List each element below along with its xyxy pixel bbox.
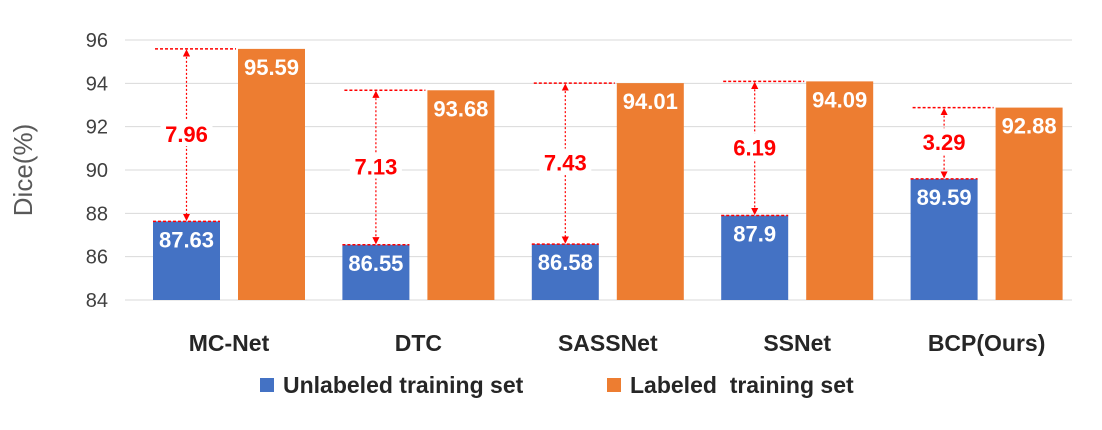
bar-labeled bbox=[238, 48, 305, 301]
bars: 87.63 95.59 86.55 93.68 86.58 94.01 87.9 94.09 8… bbox=[153, 48, 1063, 301]
x-axis-ticks: MC-Net DTC SASSNet SSNet BCP(Ours) bbox=[189, 330, 1046, 356]
bar-value-label: 89.59 bbox=[917, 185, 972, 210]
bar-value-label: 87.9 bbox=[733, 222, 776, 247]
bar-labeled bbox=[806, 81, 874, 300]
bar-unlabeled bbox=[342, 244, 410, 300]
bar-unlabeled bbox=[721, 215, 789, 300]
bar-value-label: 86.55 bbox=[348, 251, 403, 276]
y-tick-label: 96 bbox=[86, 30, 108, 52]
y-axis-ticks: 84 86 88 90 92 94 96 bbox=[86, 30, 108, 312]
bar-unlabeled bbox=[910, 178, 978, 300]
gap-value-label: 7.96 bbox=[165, 122, 208, 147]
x-tick-label: SASSNet bbox=[558, 330, 658, 356]
x-tick-label: MC-Net bbox=[189, 330, 270, 356]
legend-label-labeled: Labeled training set bbox=[630, 372, 854, 398]
y-tick-label: 88 bbox=[86, 203, 108, 225]
gap-label-background bbox=[160, 120, 213, 147]
bar-unlabeled bbox=[531, 244, 599, 300]
bar-labeled bbox=[616, 83, 684, 300]
gap-label-background bbox=[728, 133, 781, 160]
bar-value-label: 94.09 bbox=[812, 87, 867, 112]
bar-unlabeled bbox=[153, 221, 220, 300]
y-tick-label: 92 bbox=[86, 117, 108, 139]
legend-label-unlabeled: Unlabeled training set bbox=[283, 372, 524, 398]
gap-value-label: 6.19 bbox=[733, 135, 776, 160]
gap-label-background bbox=[918, 128, 971, 155]
x-tick-label: SSNet bbox=[763, 330, 831, 356]
bar-value-label: 93.68 bbox=[433, 96, 488, 121]
gap-value-label: 3.29 bbox=[923, 130, 966, 155]
y-tick-label: 94 bbox=[86, 73, 108, 95]
legend: Unlabeled training set Labeled training … bbox=[260, 372, 854, 398]
bar-value-label: 94.01 bbox=[623, 89, 678, 114]
gap-value-label: 7.13 bbox=[354, 155, 397, 180]
bar-value-label: 95.59 bbox=[244, 55, 299, 80]
y-tick-label: 84 bbox=[86, 290, 108, 312]
bar-value-label: 92.88 bbox=[1002, 114, 1057, 139]
y-tick-label: 90 bbox=[86, 160, 108, 182]
bar-labeled bbox=[427, 90, 495, 301]
legend-swatch-labeled bbox=[607, 378, 621, 392]
gap-label-background bbox=[539, 148, 592, 175]
x-tick-label: BCP(Ours) bbox=[928, 330, 1046, 356]
bar-value-label: 86.58 bbox=[538, 250, 593, 275]
y-tick-label: 86 bbox=[86, 247, 108, 269]
x-tick-label: DTC bbox=[395, 330, 442, 356]
gap-label-background bbox=[349, 152, 402, 179]
bar-labeled bbox=[995, 107, 1063, 300]
gap-annotations: 7.96 7.13 7.43 6.19 3.29 bbox=[153, 48, 994, 246]
legend-swatch-unlabeled bbox=[260, 378, 274, 392]
y-axis-label: Dice(%) bbox=[8, 124, 38, 216]
gap-value-label: 7.43 bbox=[544, 151, 587, 176]
bar-value-label: 87.63 bbox=[159, 227, 214, 252]
